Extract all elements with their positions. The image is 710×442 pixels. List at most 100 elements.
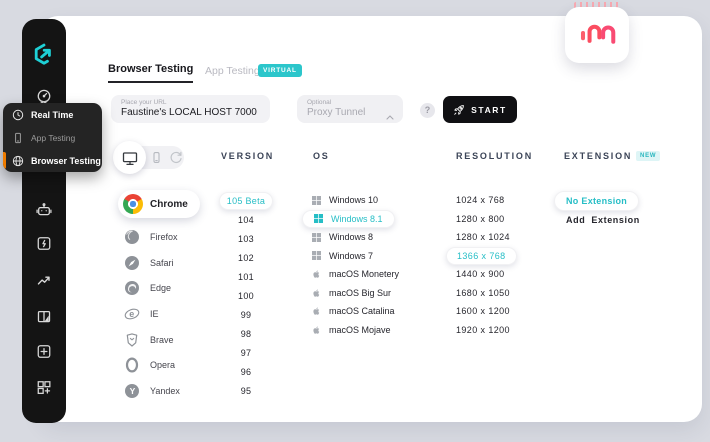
column-header-os: OS [313,151,330,161]
proxy-value: Proxy Tunnel [307,107,366,118]
browser-label: Brave [150,334,174,345]
windows-icon [312,232,321,242]
os-option[interactable]: macOS Catalina [301,302,413,321]
resolution-option[interactable]: 1920 x 1200 [456,324,510,335]
url-input-label: Place your URL [121,99,167,106]
column-header-extension: EXTENSION [564,151,633,161]
version-option[interactable]: 96 [240,366,252,377]
resolution-option[interactable]: 1366 x 768 [446,246,538,266]
resolution-option[interactable]: 1680 x 1050 [456,287,510,298]
os-option[interactable]: Windows 8 [301,228,413,247]
proxy-label: Optional [307,99,332,106]
column-header-version: VERSION [221,151,275,161]
browser-label: Opera [150,360,176,371]
grid-add-icon[interactable] [36,379,53,396]
svg-text:Y: Y [130,386,136,396]
proxy-tunnel-dropdown[interactable]: Optional Proxy Tunnel [297,95,403,123]
apple-icon [312,306,321,316]
browser-option[interactable]: Safari [110,250,214,276]
os-option[interactable]: Windows 8.1 [301,209,413,229]
browser-label: Yandex [150,385,180,396]
version-option[interactable]: 103 [238,233,254,244]
resolution-option[interactable]: 1600 x 1200 [456,306,510,317]
start-button-label: START [471,104,507,115]
menu-item-label: App Testing [31,132,76,143]
resolution-option[interactable]: 1440 x 900 [456,269,505,280]
rocket-icon [453,104,465,116]
version-option[interactable]: 100 [238,290,254,301]
rotate-icon[interactable] [169,150,183,169]
browser-option[interactable]: Y Yandex [110,378,214,404]
robot-icon[interactable] [36,201,53,218]
column-header-resolution: RESOLUTION [456,151,534,161]
url-input-value: Faustine's LOCAL HOST 7000 [121,107,257,118]
active-indicator [3,152,6,169]
device-option-desktop[interactable] [113,141,146,174]
version-option[interactable]: 95 [240,385,252,396]
os-option[interactable]: macOS Mojave [301,321,413,340]
mobile-icon [12,132,24,144]
brand-logo-card[interactable] [565,7,629,63]
tab-app-testing[interactable]: App Testing [205,65,260,77]
ie-icon: e [124,306,140,322]
firefox-icon [124,229,140,245]
compare-pages-icon[interactable] [36,308,53,325]
plus-square-icon[interactable] [36,343,53,360]
browser-option[interactable]: Edge [110,275,214,301]
sidebar [22,19,66,423]
resolution-option[interactable]: 1280 x 1024 [456,232,510,243]
yandex-icon: Y [124,383,140,399]
os-option[interactable]: macOS Big Sur [301,284,413,303]
virtual-badge: VIRTUAL [258,64,302,77]
menu-item-app-testing[interactable]: App Testing [3,126,102,149]
trend-up-icon[interactable] [36,272,53,289]
extension-option[interactable]: No Extension [552,190,656,211]
browser-label: Firefox [150,231,178,242]
extension-option[interactable]: Add Extension [566,214,640,225]
browser-label: Safari [150,257,174,268]
windows-icon [314,214,323,224]
resolution-list: 1024 x 768 1280 x 800 1280 x 1024 1366 x… [446,191,538,339]
menu-item-label: Real Time [31,109,74,120]
version-option[interactable]: 97 [240,347,252,358]
os-option[interactable]: Windows 10 [301,191,413,210]
version-option[interactable]: 101 [238,271,254,282]
browser-option[interactable]: Chrome [110,190,214,224]
brave-icon [124,332,140,348]
os-option[interactable]: Windows 7 [301,247,413,266]
browser-option[interactable]: Firefox [110,224,214,250]
menu-item-real-time[interactable]: Real Time [3,103,102,126]
tab-browser-testing[interactable]: Browser Testing [108,63,194,83]
resolution-option[interactable]: 1280 x 800 [456,213,505,224]
os-label: Windows 8 [329,232,374,243]
browser-option[interactable]: e IE [110,301,214,327]
decor-stripes [574,2,620,11]
os-label: Windows 10 [329,195,379,206]
version-option[interactable]: 105 Beta [209,191,283,210]
resolution-option[interactable]: 1024 x 768 [456,195,505,206]
version-option[interactable]: 98 [240,328,252,339]
brand-arrow-logo-icon[interactable] [31,42,57,68]
menu-item-browser-testing[interactable]: Browser Testing [3,149,102,172]
os-label: Windows 8.1 [331,213,383,224]
os-label: macOS Monetery [329,269,400,280]
version-option[interactable]: 102 [238,252,254,263]
browser-option[interactable]: Opera [110,352,214,378]
os-list: Windows 10 Windows 8.1 Windows 8 Windows… [301,191,413,339]
help-icon[interactable]: ? [420,103,435,118]
url-input[interactable]: Place your URL Faustine's LOCAL HOST 700… [111,95,270,123]
flash-square-icon[interactable] [36,235,53,252]
browser-label: Edge [150,283,172,294]
os-option[interactable]: macOS Monetery [301,265,413,284]
browser-option[interactable]: Brave [110,327,214,353]
version-option[interactable]: 99 [240,309,252,320]
os-label: macOS Mojave [329,324,391,335]
start-button[interactable]: START [443,96,517,123]
version-option[interactable]: 104 [238,214,254,225]
svg-text:e: e [129,309,134,319]
gauge-icon[interactable] [36,88,53,105]
extension-label: No Extension [554,190,640,211]
resolution-label: 1366 x 768 [446,246,517,265]
device-option-mobile[interactable] [150,151,163,169]
